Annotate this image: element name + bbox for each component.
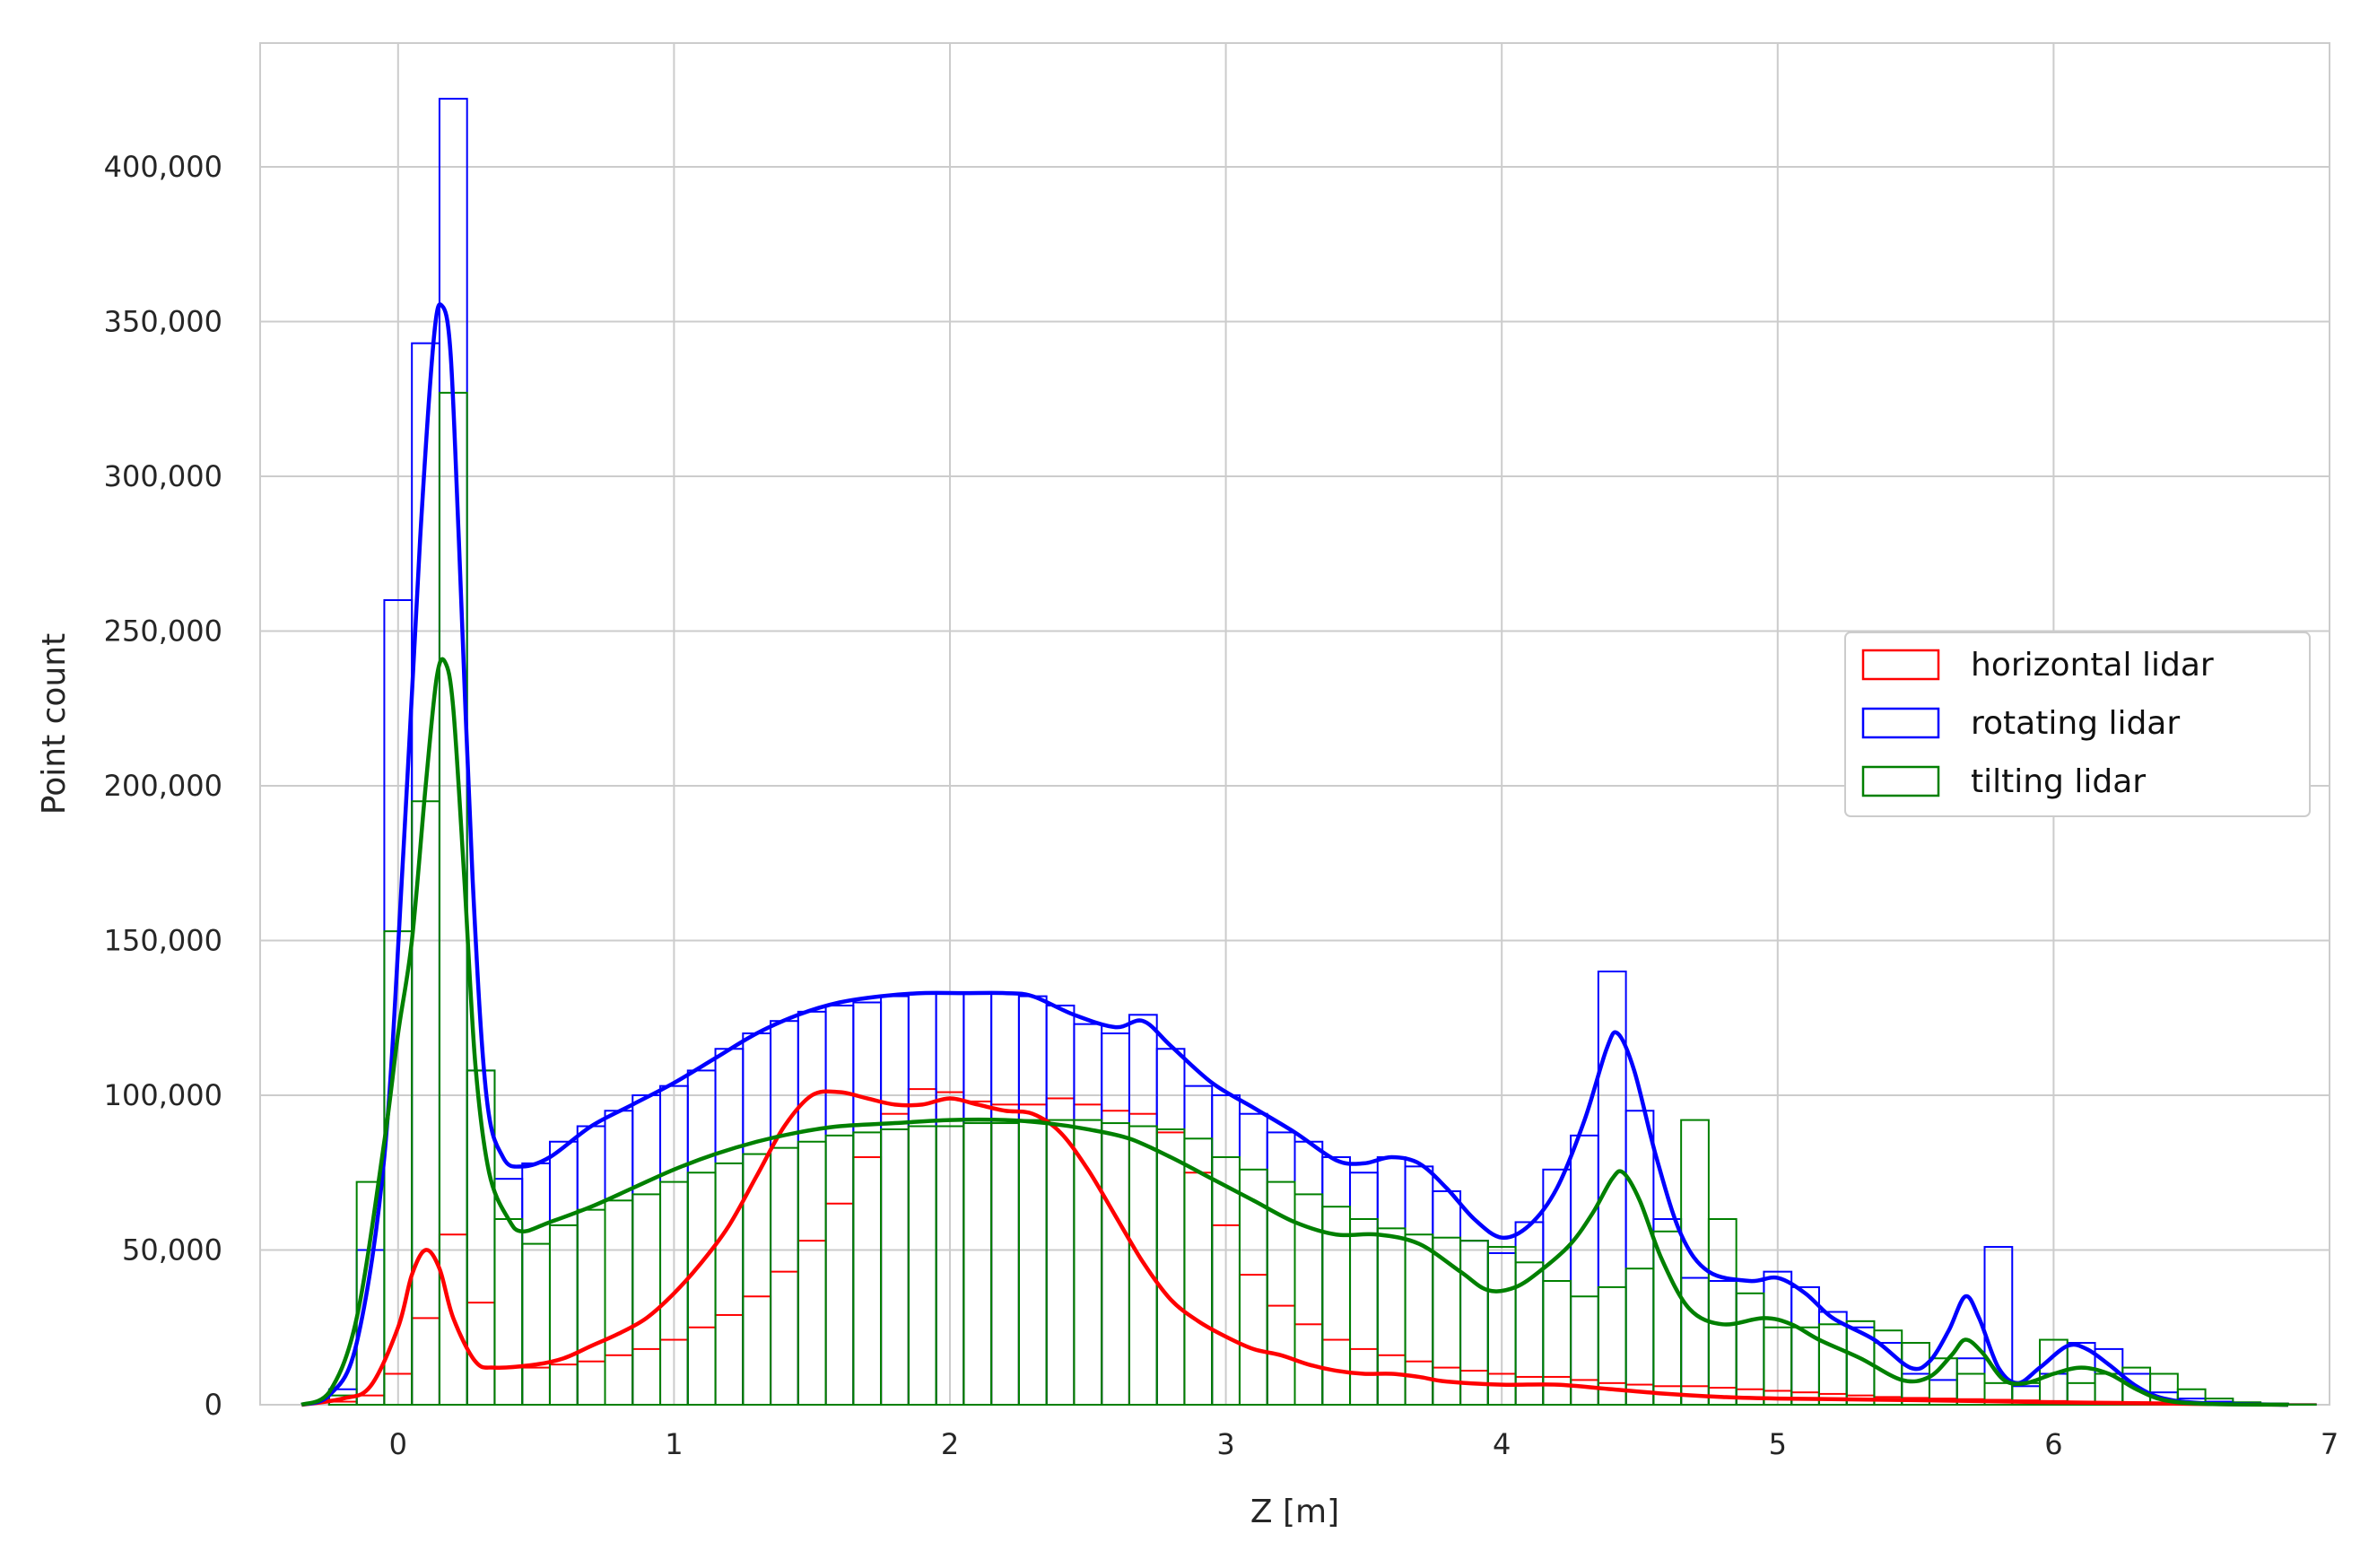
x-tick-label: 6	[2044, 1427, 2062, 1461]
x-tick-label: 0	[389, 1427, 407, 1461]
x-tick-label: 4	[1493, 1427, 1511, 1461]
y-axis-ticks: 0 50,000 100,000 150,000 200,000 250,000 300,0…	[104, 150, 222, 1422]
series-bars-2	[327, 391, 2317, 1407]
histogram-bar	[2039, 1338, 2069, 1407]
x-tick-label: 7	[2321, 1427, 2339, 1461]
y-axis-label: Point count	[36, 633, 73, 814]
legend-label: horizontal lidar	[1971, 647, 2214, 684]
kde-line-2	[300, 657, 2288, 1407]
legend-swatch	[1861, 649, 1940, 681]
x-tick-label: 5	[1769, 1427, 1787, 1461]
legend: horizontal lidar rotating lidar tilting li…	[1844, 632, 2311, 817]
y-tick-label: 300,000	[104, 459, 222, 493]
x-tick-label: 3	[1216, 1427, 1234, 1461]
y-tick-label: 150,000	[104, 924, 222, 958]
y-tick-label: 250,000	[104, 614, 222, 649]
kde-curves	[300, 302, 2288, 1407]
x-axis-label: Z [m]	[1250, 1494, 1339, 1530]
legend-box	[1844, 632, 2311, 817]
x-axis-ticks: 0 1 2 3 4 5 6 7	[389, 1427, 2339, 1461]
legend-swatch	[1861, 707, 1940, 739]
y-tick-label: 350,000	[104, 305, 222, 339]
y-tick-label: 50,000	[122, 1233, 222, 1267]
kde-line-0	[300, 1089, 2288, 1407]
y-tick-label: 0	[205, 1388, 222, 1422]
y-tick-label: 100,000	[104, 1078, 222, 1112]
kde-line-1	[300, 302, 2288, 1407]
y-tick-label: 400,000	[104, 150, 222, 184]
x-tick-label: 1	[665, 1427, 683, 1461]
x-tick-label: 2	[941, 1427, 959, 1461]
legend-swatch	[1861, 765, 1940, 797]
legend-label: tilting lidar	[1971, 763, 2146, 800]
legend-label: rotating lidar	[1971, 705, 2180, 742]
y-tick-label: 200,000	[104, 769, 222, 803]
